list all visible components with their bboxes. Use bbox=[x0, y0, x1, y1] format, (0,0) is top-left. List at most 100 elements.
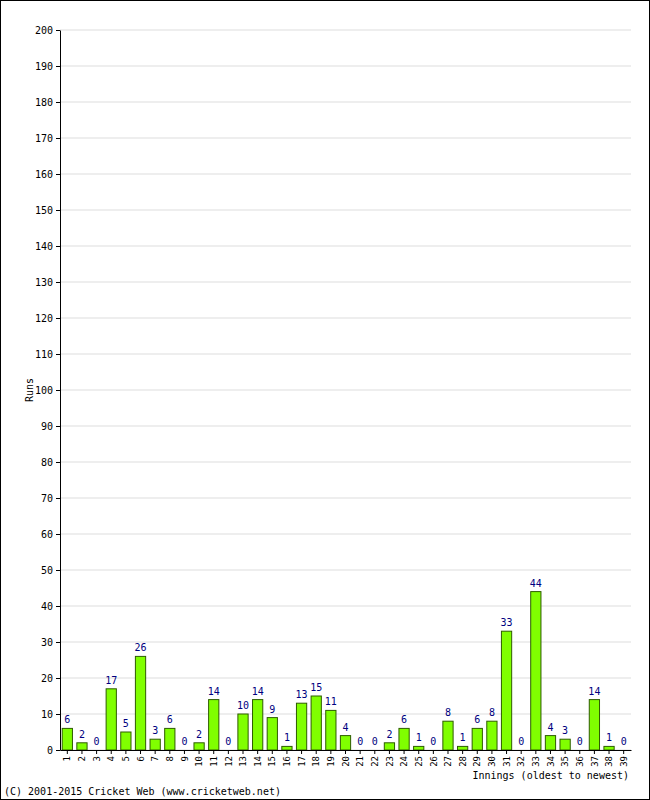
y-tick: 50 bbox=[41, 565, 60, 576]
bar bbox=[77, 743, 87, 750]
y-tick: 130 bbox=[35, 277, 60, 288]
x-tick: 35 bbox=[560, 750, 570, 767]
x-tick-mark bbox=[169, 750, 170, 754]
x-tick: 16 bbox=[282, 750, 292, 767]
x-tick-label: 32 bbox=[516, 756, 526, 767]
x-axis-title: Innings (oldest to newest) bbox=[472, 770, 629, 781]
x-tick-label: 18 bbox=[311, 756, 321, 767]
bar bbox=[487, 721, 497, 750]
bar bbox=[135, 656, 145, 750]
y-tick-mark bbox=[56, 642, 60, 643]
x-tick-label: 5 bbox=[121, 756, 131, 761]
bar bbox=[384, 743, 394, 750]
bar bbox=[399, 728, 409, 750]
y-tick-label: 90 bbox=[41, 421, 53, 432]
y-tick: 180 bbox=[35, 97, 60, 108]
x-tick-label: 31 bbox=[502, 756, 512, 767]
x-tick-label: 25 bbox=[414, 756, 424, 767]
y-tick: 0 bbox=[47, 745, 60, 756]
x-tick-mark bbox=[125, 750, 126, 754]
x-tick-label: 34 bbox=[546, 756, 556, 767]
data-label: 14 bbox=[252, 686, 264, 697]
x-tick-label: 10 bbox=[194, 756, 204, 767]
x-tick-label: 11 bbox=[209, 756, 219, 767]
y-tick-label: 60 bbox=[41, 529, 53, 540]
data-label: 6 bbox=[64, 714, 70, 725]
x-tick-mark bbox=[184, 750, 185, 754]
x-tick-label: 29 bbox=[472, 756, 482, 767]
x-tick-label: 21 bbox=[355, 756, 365, 767]
y-tick-mark bbox=[56, 462, 60, 463]
y-tick-label: 40 bbox=[41, 601, 53, 612]
x-tick-mark bbox=[286, 750, 287, 754]
x-tick: 23 bbox=[385, 750, 395, 767]
y-tick: 110 bbox=[35, 349, 60, 360]
x-tick-mark bbox=[140, 750, 141, 754]
x-tick-label: 26 bbox=[428, 756, 438, 767]
y-tick-mark bbox=[56, 318, 60, 319]
y-tick-label: 50 bbox=[41, 565, 53, 576]
grid-line bbox=[60, 354, 631, 355]
x-tick-mark bbox=[81, 750, 82, 754]
data-label: 1 bbox=[606, 732, 612, 743]
bar bbox=[91, 750, 101, 751]
x-tick-mark bbox=[579, 750, 580, 754]
x-tick: 31 bbox=[502, 750, 512, 767]
x-tick: 34 bbox=[546, 750, 556, 767]
x-tick-label: 19 bbox=[326, 756, 336, 767]
bar bbox=[560, 739, 570, 750]
bar bbox=[443, 721, 453, 750]
bar bbox=[604, 746, 614, 750]
x-tick-label: 30 bbox=[487, 756, 497, 767]
data-label: 15 bbox=[310, 682, 322, 693]
bar bbox=[311, 696, 321, 750]
data-label: 26 bbox=[135, 642, 147, 653]
x-tick-label: 13 bbox=[238, 756, 248, 767]
x-tick: 28 bbox=[458, 750, 468, 767]
data-label: 1 bbox=[284, 732, 290, 743]
y-axis: 0102030405060708090100110120130140150160… bbox=[35, 25, 61, 756]
x-tick: 38 bbox=[604, 750, 614, 767]
data-label: 11 bbox=[325, 696, 337, 707]
x-tick-label: 8 bbox=[165, 756, 175, 761]
x-tick-label: 39 bbox=[619, 756, 629, 767]
grid-line bbox=[60, 426, 631, 427]
y-tick: 90 bbox=[41, 421, 60, 432]
bar bbox=[575, 750, 585, 751]
y-tick-label: 120 bbox=[35, 313, 53, 324]
x-tick-mark bbox=[345, 750, 346, 754]
x-tick-mark bbox=[243, 750, 244, 754]
y-tick: 100 bbox=[35, 385, 60, 396]
y-tick: 80 bbox=[41, 457, 60, 468]
x-tick: 18 bbox=[311, 750, 321, 767]
bar bbox=[253, 700, 263, 750]
x-tick: 39 bbox=[619, 750, 629, 767]
bar bbox=[223, 750, 233, 751]
data-label: 13 bbox=[296, 689, 308, 700]
y-tick-mark bbox=[56, 282, 60, 283]
y-tick: 10 bbox=[41, 709, 60, 720]
x-tick-mark bbox=[213, 750, 214, 754]
data-label: 0 bbox=[94, 736, 100, 747]
data-labels: 6201752636021401014911315114002610816833… bbox=[64, 578, 626, 747]
y-tick-label: 170 bbox=[35, 133, 53, 144]
data-label: 6 bbox=[401, 714, 407, 725]
x-tick: 5 bbox=[121, 750, 131, 761]
x-tick: 11 bbox=[209, 750, 219, 767]
y-tick-mark bbox=[56, 390, 60, 391]
data-label: 5 bbox=[123, 718, 129, 729]
x-tick-label: 3 bbox=[92, 756, 102, 761]
y-tick: 190 bbox=[35, 61, 60, 72]
x-tick-mark bbox=[301, 750, 302, 754]
x-tick-label: 15 bbox=[267, 756, 277, 767]
y-tick-mark bbox=[56, 570, 60, 571]
x-tick-mark bbox=[374, 750, 375, 754]
x-tick: 9 bbox=[180, 750, 190, 761]
bar bbox=[282, 746, 292, 750]
grid-line bbox=[60, 210, 631, 211]
x-tick-mark bbox=[316, 750, 317, 754]
x-tick: 26 bbox=[428, 750, 438, 767]
bar bbox=[472, 728, 482, 750]
bar bbox=[106, 689, 116, 750]
x-tick: 15 bbox=[267, 750, 277, 767]
